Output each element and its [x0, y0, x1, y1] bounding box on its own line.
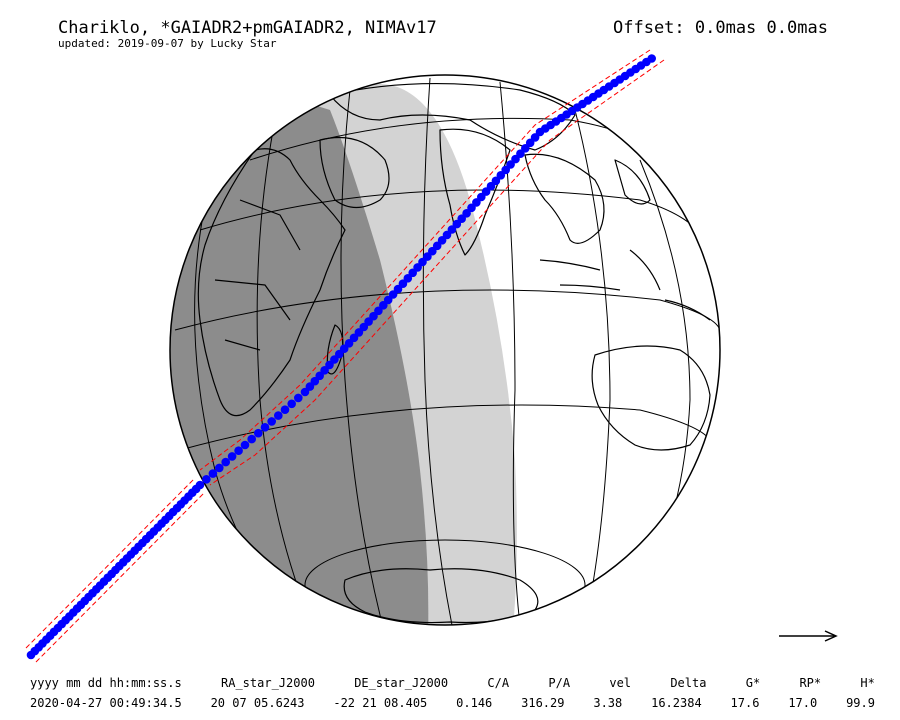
table-header: Delta — [670, 676, 707, 690]
table-header: RP* — [799, 676, 822, 690]
table-cell: -22 21 08.405 — [333, 696, 428, 710]
right-arrow-icon — [779, 630, 838, 642]
table-header: P/A — [548, 676, 571, 690]
path-dot — [647, 54, 656, 63]
path-dot — [344, 339, 354, 348]
path-dot — [227, 452, 237, 461]
path-dot — [234, 446, 243, 456]
table-header: RA_star_J2000 — [221, 676, 315, 690]
path-dot — [374, 306, 383, 316]
path-dot — [260, 423, 270, 432]
path-dot — [215, 463, 224, 473]
table-header: H* — [860, 676, 875, 690]
table-cell: 17.6 — [730, 696, 760, 710]
path-dot — [240, 440, 250, 450]
table-cell: 0.146 — [456, 696, 493, 710]
table-cell: 99.9 — [846, 696, 875, 710]
occultation-path-dots — [26, 54, 656, 660]
southeast-asia-outline — [524, 153, 605, 244]
table-header: G* — [745, 676, 761, 690]
india-outline — [439, 128, 511, 256]
path-dot — [274, 411, 283, 420]
path-dot — [253, 428, 263, 438]
path-dot — [491, 176, 501, 186]
path-dot — [315, 371, 325, 381]
table-header: DE_star_J2000 — [354, 676, 449, 690]
path-dot — [221, 457, 230, 467]
africa-outline — [197, 148, 346, 417]
chart-subtitle: updated: 2019-09-07 by Lucky Star — [58, 37, 277, 50]
madagascar-outline — [326, 324, 344, 375]
asia-outline — [329, 82, 576, 151]
path-dot — [294, 393, 303, 403]
path-dot — [202, 475, 211, 484]
chart-title: Chariklo, *GAIADR2+pmGAIADR2, NIMAv17 — [58, 18, 437, 38]
table-cell: 316.29 — [521, 696, 565, 710]
indonesia-outline — [539, 249, 711, 321]
table-header: vel — [609, 676, 632, 690]
path-dot — [195, 480, 205, 490]
table-cell: 20 07 05.6243 — [210, 696, 305, 710]
table-header: yyyy mm dd hh:mm:ss.s — [30, 676, 182, 690]
table-row: 2020-04-27 00:49:34.5 20 07 05.6243 -22 … — [30, 693, 875, 713]
globe-outline — [169, 74, 721, 626]
table-header-row: yyyy mm dd hh:mm:ss.s RA_star_J2000 DE_s… — [30, 673, 875, 693]
path-dot — [208, 469, 218, 478]
table-cell: 3.38 — [593, 696, 623, 710]
event-table: yyyy mm dd hh:mm:ss.s RA_star_J2000 DE_s… — [30, 673, 875, 713]
table-header: C/A — [487, 676, 510, 690]
path-dot — [521, 144, 530, 153]
table-cell: 2020-04-27 00:49:34.5 — [30, 696, 182, 710]
path-dot — [462, 209, 471, 218]
night-region — [170, 75, 429, 625]
offset-label: Offset: 0.0mas 0.0mas — [613, 18, 828, 38]
arabia-outline — [319, 136, 390, 209]
path-dot — [280, 405, 290, 415]
path-dot — [403, 274, 413, 283]
path-dot — [432, 241, 442, 251]
path-dot — [247, 434, 256, 444]
australia-outline — [591, 345, 711, 451]
table-cell: 17.0 — [788, 696, 818, 710]
path-dot — [267, 417, 277, 426]
table-cell: 16.2384 — [651, 696, 702, 710]
path-limits — [25, 49, 665, 663]
path-dot — [287, 399, 297, 409]
